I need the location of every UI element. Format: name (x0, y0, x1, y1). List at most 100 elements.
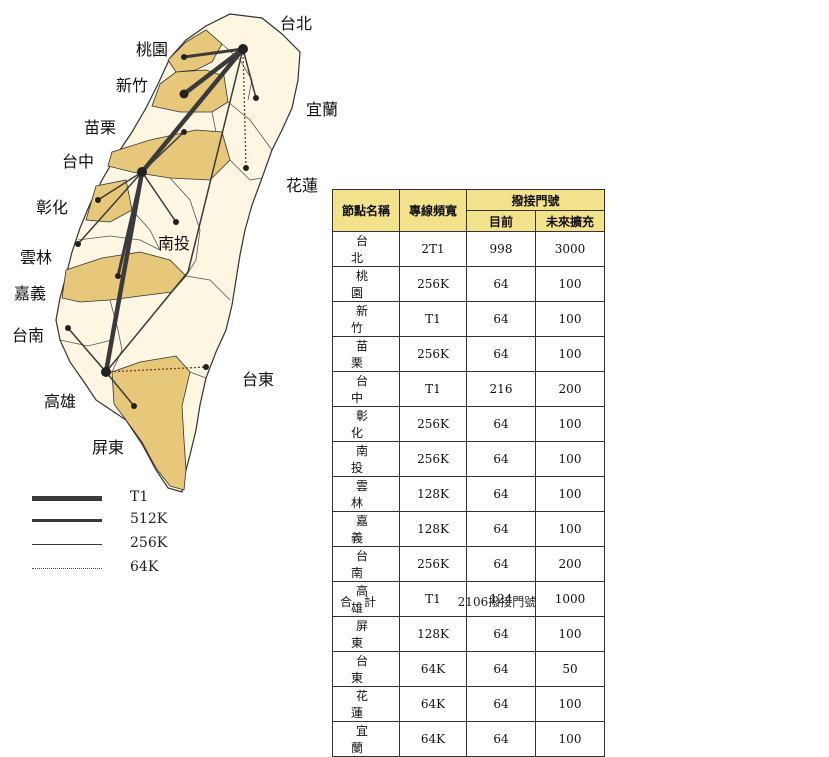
node-tainan (65, 325, 71, 331)
cell-current: 998 (466, 231, 536, 267)
table-row: 彰化 256K 64 100 (332, 406, 605, 442)
table-row: 桃園 256K 64 100 (332, 266, 605, 302)
cell-future: 100 (535, 336, 605, 372)
cell-future: 100 (535, 266, 605, 302)
table-row: 台南 256K 64 200 (332, 546, 605, 582)
table-row: 嘉義 128K 64 100 (332, 511, 605, 547)
header-ports: 撥接門號 (466, 189, 605, 211)
node-changhua (95, 197, 101, 203)
cell-bandwidth: 256K (399, 336, 467, 372)
table-row: 南投 256K 64 100 (332, 441, 605, 477)
table-row: 花蓮 64K 64 100 (332, 686, 605, 722)
table-row: 苗栗 256K 64 100 (332, 336, 605, 372)
cell-current: 64 (466, 651, 536, 687)
cell-node-name: 台中 (332, 371, 400, 407)
table-row: 宜蘭 64K 64 100 (332, 721, 605, 757)
cell-node-name: 花蓮 (332, 686, 400, 722)
cell-node-name: 宜蘭 (332, 721, 400, 757)
region-changhua (85, 179, 133, 223)
table-row: 屏東 128K 64 100 (332, 616, 605, 652)
cell-current: 64 (466, 511, 536, 547)
node-table: 節點名稱 專線頻寬 撥接門號 目前 未來擴充 台北 2T1 998 3000 桃園 256… (332, 189, 605, 757)
node-miaoli (181, 129, 187, 135)
legend-t1: T1 (30, 488, 200, 508)
table-row: 台東 64K 64 50 (332, 651, 605, 687)
cell-bandwidth: T1 (399, 301, 467, 337)
city-label-nantou: 南投 (158, 234, 191, 253)
cell-future: 100 (535, 301, 605, 337)
node-kaohsiung (101, 367, 111, 377)
header-current: 目前 (466, 210, 536, 232)
node-chiayi (115, 273, 121, 279)
cell-node-name: 嘉義 (332, 511, 400, 547)
node-taitung (203, 364, 209, 370)
legend-label-512k: 512K (130, 511, 168, 527)
network-nodes (65, 44, 259, 409)
cell-node-name: 台南 (332, 546, 400, 582)
region-pingtung (111, 355, 191, 491)
cell-future: 3000 (535, 231, 605, 267)
k64-links (105, 48, 247, 373)
cell-future: 100 (535, 616, 605, 652)
table-row: 高雄 T1 124 1000 (332, 581, 605, 617)
city-label-tainan: 台南 (12, 326, 45, 345)
city-label-yilan: 宜蘭 (306, 100, 339, 119)
city-label-taipei: 台北 (280, 14, 313, 33)
city-label-hualien: 花蓮 (286, 176, 319, 195)
cell-bandwidth: 128K (399, 511, 467, 547)
city-label-taitung: 台東 (242, 370, 275, 389)
total-label: 合 計 (340, 595, 377, 609)
cell-future: 200 (535, 546, 605, 582)
cell-future: 100 (535, 511, 605, 547)
node-taichung (137, 167, 147, 177)
cell-future: 200 (535, 371, 605, 407)
cell-future: 100 (535, 441, 605, 477)
cell-current: 64 (466, 266, 536, 302)
header-bandwidth: 專線頻寬 (399, 189, 467, 232)
cell-future: 100 (535, 721, 605, 757)
node-hsinchu (179, 89, 189, 99)
cell-current: 64 (466, 546, 536, 582)
cell-current: 216 (466, 371, 536, 407)
city-label-taoyuan: 桃園 (136, 40, 169, 59)
cell-node-name: 彰化 (332, 406, 400, 442)
cell-future: 50 (535, 651, 605, 687)
cell-node-name: 高雄 (332, 581, 400, 617)
cell-current: 64 (466, 686, 536, 722)
table-total: 合 計 2106撥接門號 (340, 593, 536, 610)
legend-line-64k (32, 568, 102, 569)
cell-bandwidth: 128K (399, 616, 467, 652)
legend-line-t1 (32, 496, 102, 501)
node-nantou (173, 219, 179, 225)
cell-bandwidth: 64K (399, 651, 467, 687)
cell-bandwidth: 64K (399, 686, 467, 722)
cell-node-name: 南投 (332, 441, 400, 477)
city-label-hsinchu: 新竹 (116, 76, 149, 95)
cell-node-name: 台北 (332, 231, 400, 267)
cell-current: 64 (466, 476, 536, 512)
cell-node-name: 屏東 (332, 616, 400, 652)
city-label-chiayi: 嘉義 (14, 284, 47, 303)
table-row: 台中 T1 216 200 (332, 371, 605, 407)
cell-current: 64 (466, 406, 536, 442)
node-taoyuan (181, 54, 187, 60)
taiwan-network-map (55, 13, 301, 493)
legend-line-512k (32, 519, 102, 522)
legend-label-64k: 64K (130, 559, 159, 575)
city-label-pingtung: 屏東 (92, 438, 125, 457)
cell-node-name: 新竹 (332, 301, 400, 337)
cell-future: 100 (535, 476, 605, 512)
cell-current: 64 (466, 721, 536, 757)
k256-links (67, 48, 257, 407)
cell-current: 64 (466, 616, 536, 652)
header-node: 節點名稱 (332, 189, 400, 232)
table-row: 台北 2T1 998 3000 (332, 231, 605, 267)
cell-bandwidth: 256K (399, 266, 467, 302)
cell-node-name: 苗栗 (332, 336, 400, 372)
cell-future: 1000 (535, 581, 605, 617)
node-table-body: 台北 2T1 998 3000 桃園 256K 64 100 新竹 T1 64 100 苗栗 256K 64… (332, 231, 605, 757)
t1-links (103, 46, 246, 375)
city-label-kaohsiung: 高雄 (44, 392, 77, 411)
city-label-taichung: 台中 (62, 152, 95, 171)
table-row: 雲林 128K 64 100 (332, 476, 605, 512)
